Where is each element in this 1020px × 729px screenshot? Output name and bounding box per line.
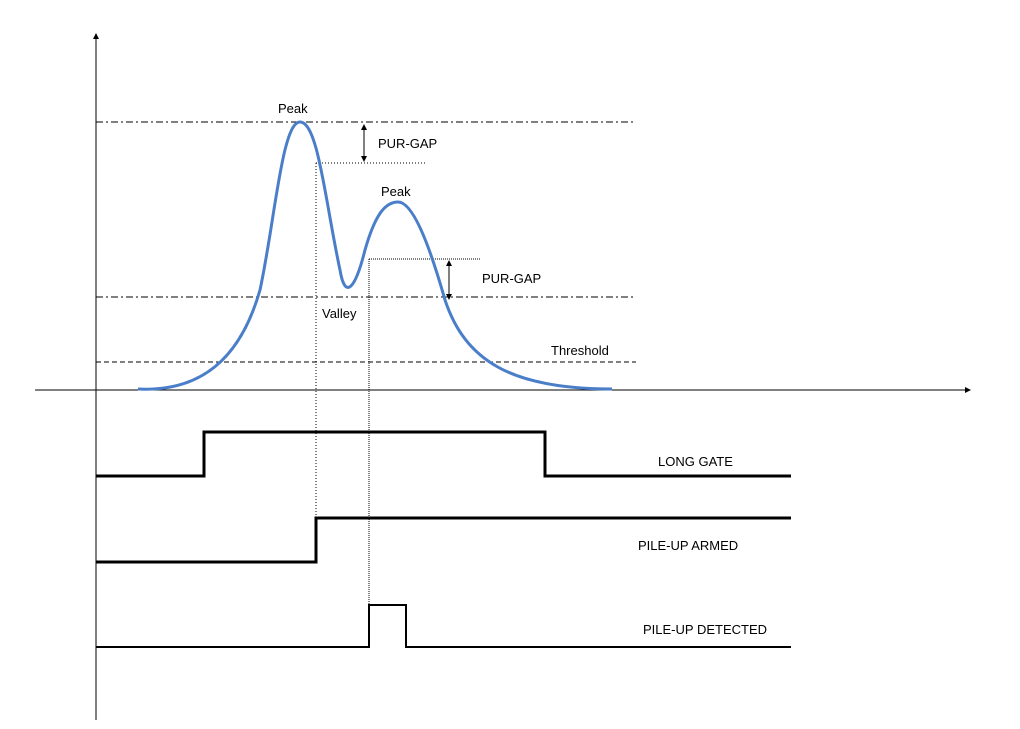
pileup-detected-signal: [96, 604, 791, 648]
valley-label: Valley: [322, 306, 357, 321]
pileup-armed-label: PILE-UP ARMED: [638, 538, 738, 553]
pur-gap-label-2: PUR-GAP: [482, 271, 541, 286]
peak-label-2: Peak: [381, 184, 411, 199]
peak-label-1: Peak: [278, 101, 308, 116]
long-gate-label: LONG GATE: [658, 454, 733, 469]
pileup-detected-label: PILE-UP DETECTED: [643, 622, 767, 637]
threshold-label: Threshold: [551, 343, 609, 358]
pur-gap-label-1: PUR-GAP: [378, 136, 437, 151]
pileup-armed-signal: [96, 516, 791, 564]
long-gate-signal: [96, 430, 791, 478]
pulse-waveform: [137, 120, 613, 391]
